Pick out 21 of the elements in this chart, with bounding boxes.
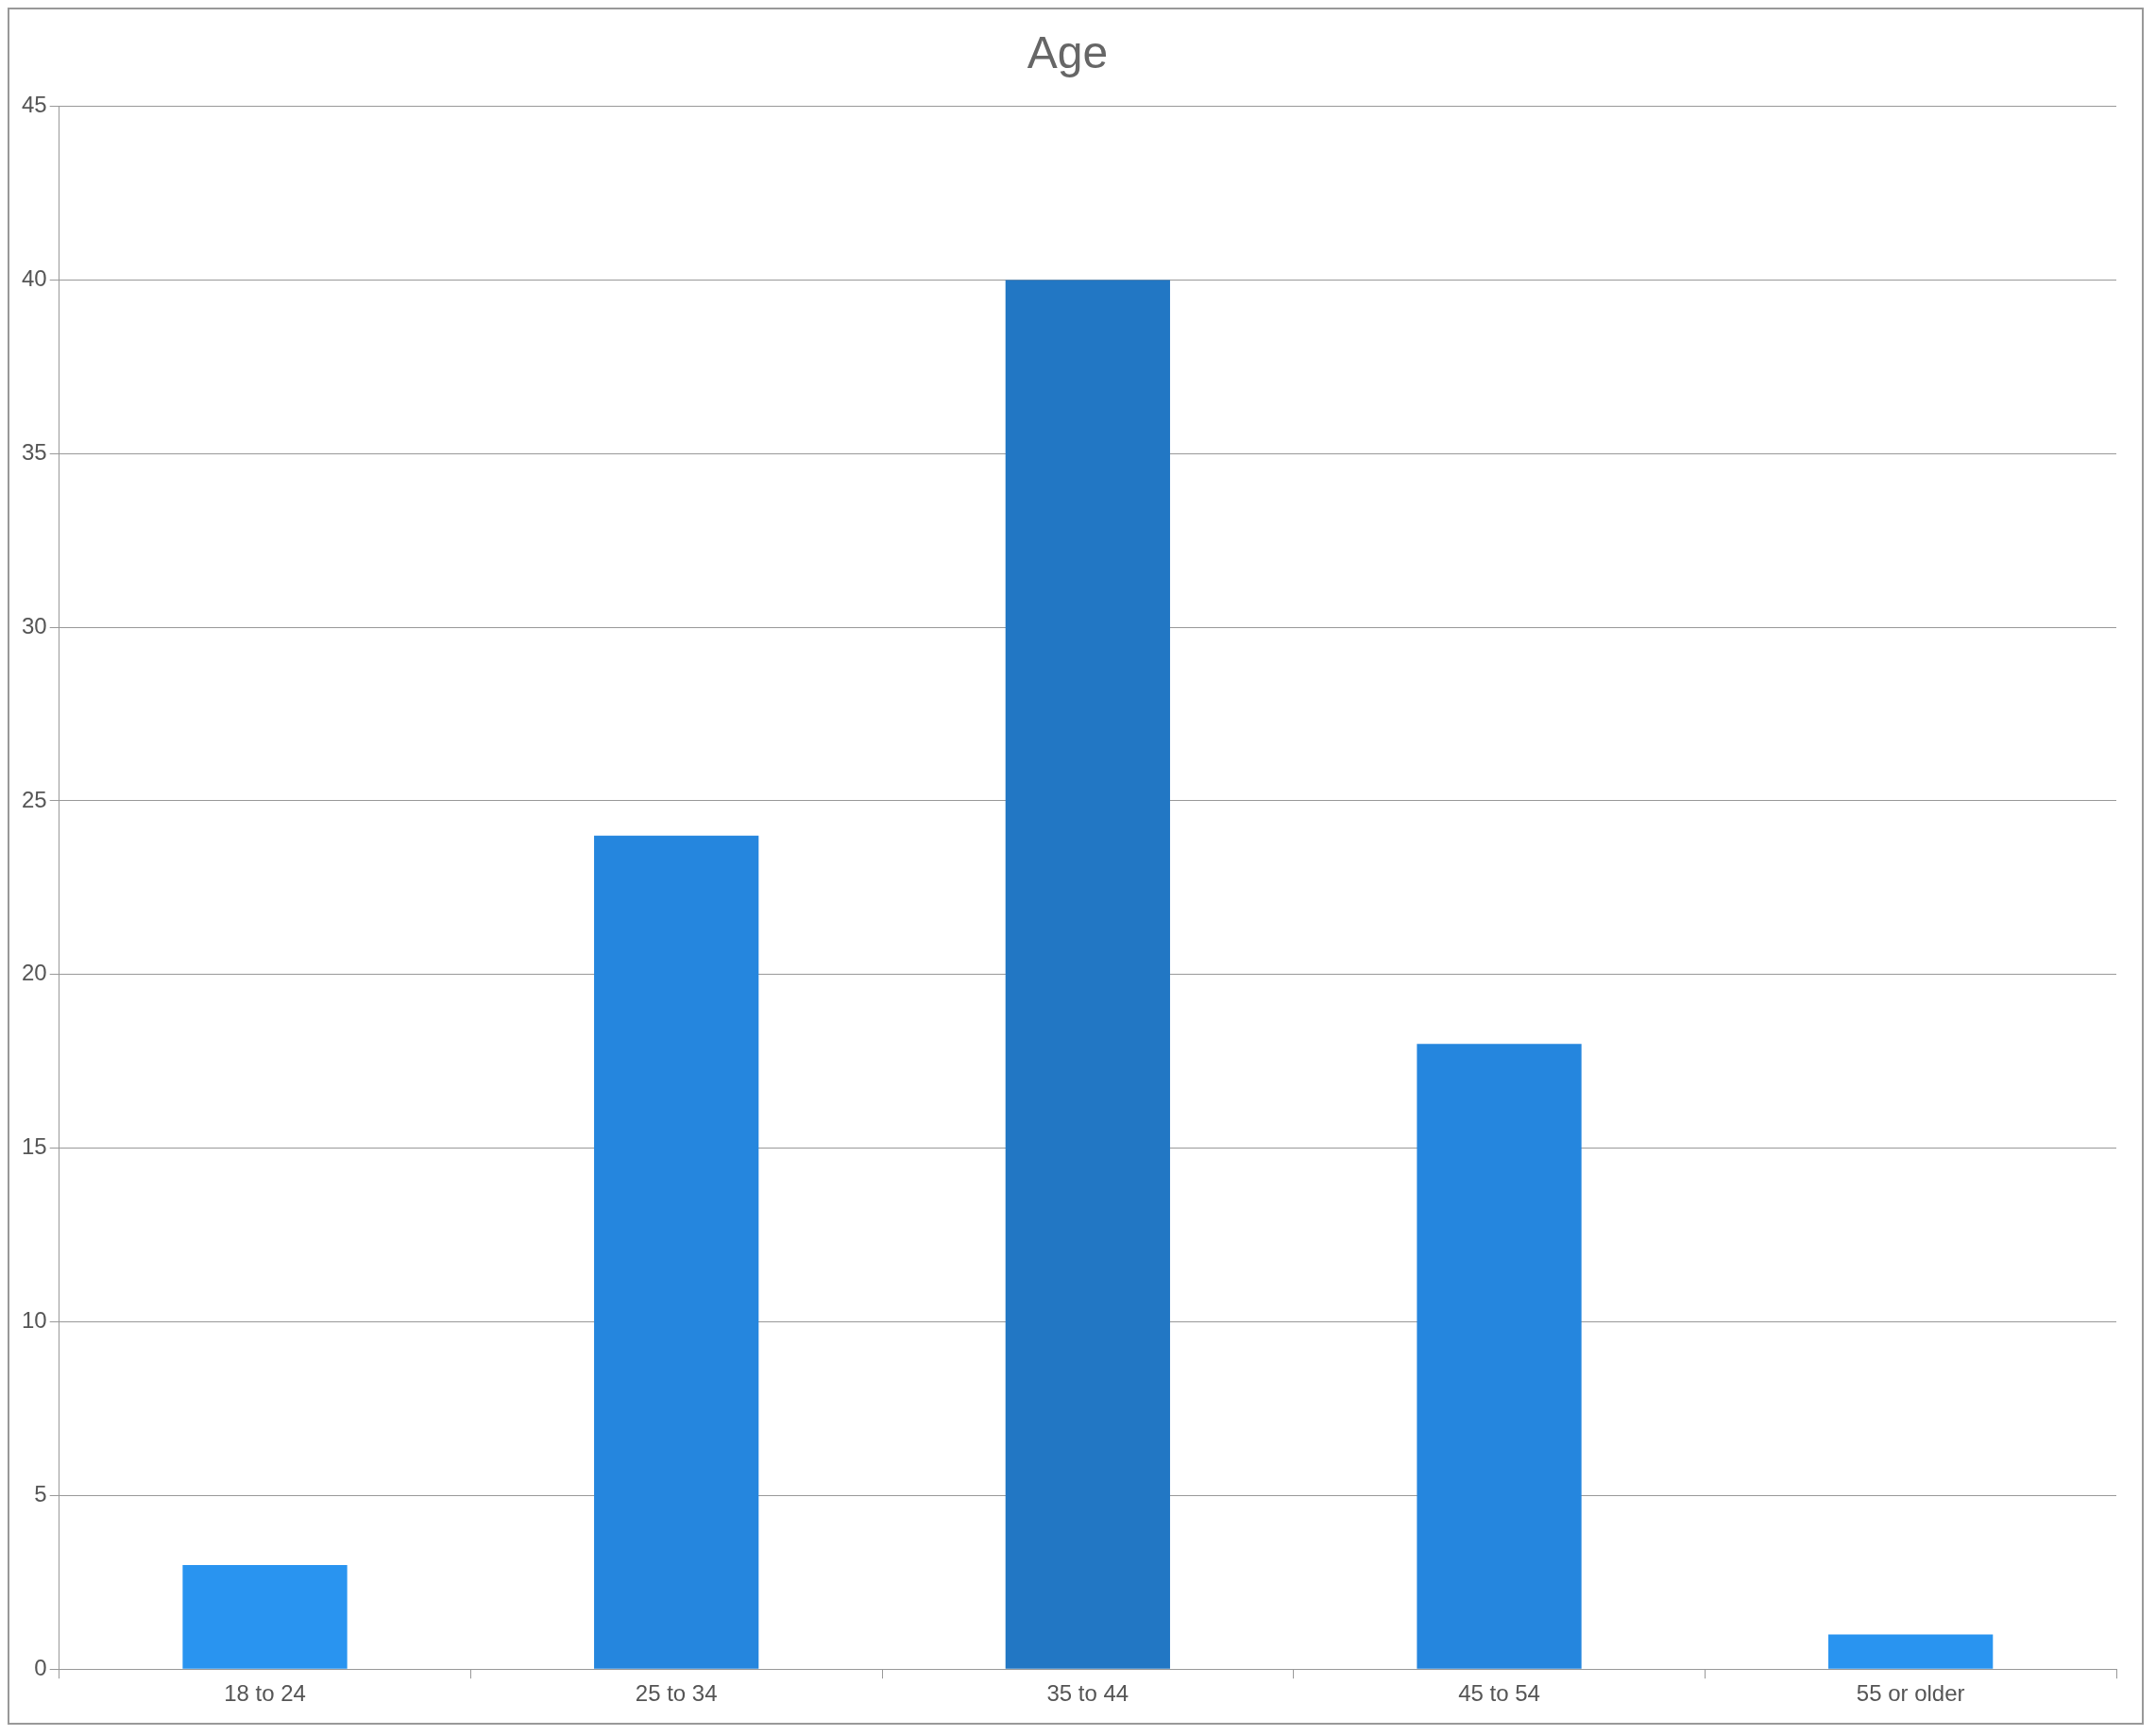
bar: [182, 1564, 348, 1669]
y-tick-label: 40: [21, 265, 47, 292]
x-tick-label: 55 or older: [1856, 1680, 1965, 1707]
y-tick-label: 10: [21, 1307, 47, 1334]
y-tick-label: 0: [34, 1654, 47, 1680]
x-tick-label: 25 to 34: [635, 1680, 718, 1707]
y-tick-label: 5: [34, 1480, 47, 1506]
bar: [1417, 1044, 1582, 1669]
x-tick-label: 35 to 44: [1046, 1680, 1129, 1707]
y-tick-label: 35: [21, 438, 47, 465]
chart-title: Age: [1027, 27, 1109, 78]
x-tick-label: 45 to 54: [1458, 1680, 1540, 1707]
y-tick-label: 20: [21, 960, 47, 986]
bar: [594, 835, 759, 1669]
y-tick-label: 25: [21, 786, 47, 812]
y-tick-label: 15: [21, 1133, 47, 1160]
x-tick-label: 18 to 24: [224, 1680, 306, 1707]
bar: [1005, 280, 1170, 1669]
y-tick-label: 30: [21, 612, 47, 638]
bar: [1828, 1634, 1994, 1669]
y-tick-label: 45: [21, 92, 47, 118]
